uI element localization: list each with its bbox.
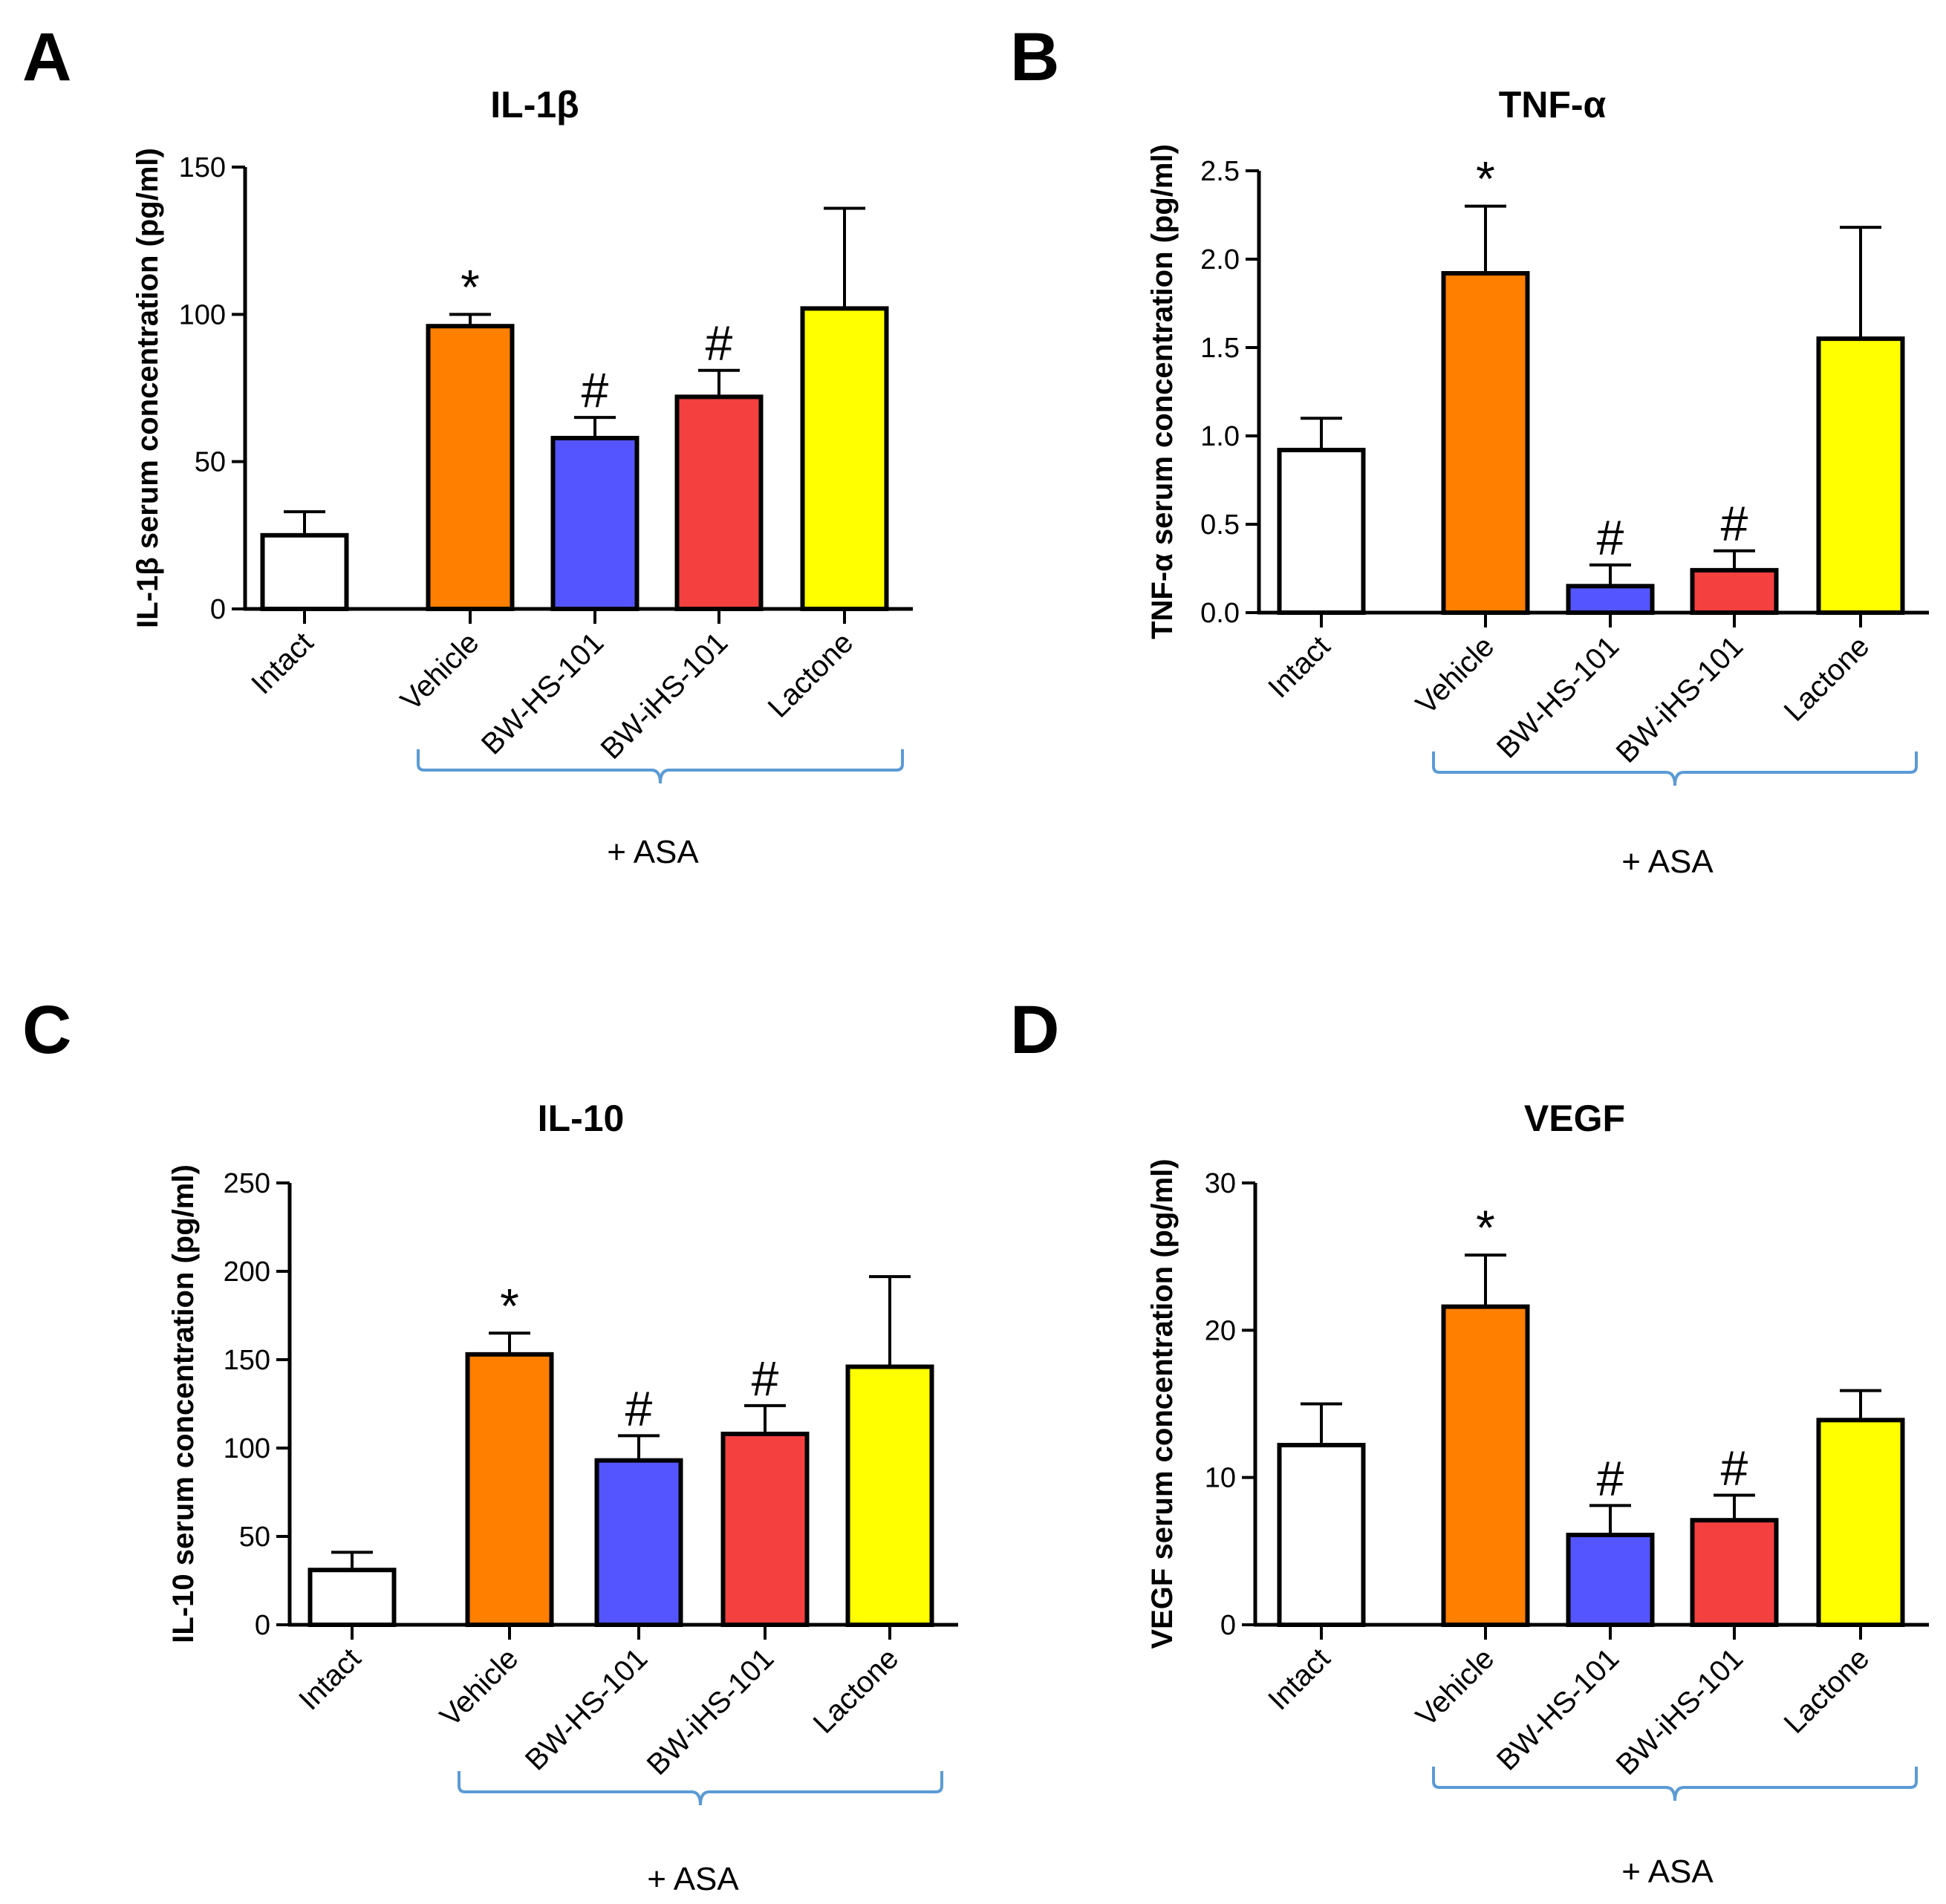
bar-bw-ihs-101 — [720, 1431, 810, 1627]
group-brace — [458, 1771, 943, 1806]
y-axis-label: VEGF serum concentration (pg/ml) — [1146, 1158, 1179, 1649]
significance-mark: # — [1597, 510, 1624, 565]
bar-bw-ihs-101 — [1690, 1518, 1779, 1628]
x-tick-label: BW-HS-101 — [1491, 1642, 1625, 1776]
bar-bw-ihs-101 — [1690, 567, 1779, 616]
bar-intact — [1277, 448, 1366, 615]
bar-bw-ihs-101 — [674, 394, 764, 612]
bar-intact — [1277, 1443, 1366, 1627]
y-tick-label: 100 — [179, 299, 226, 330]
y-axis-label: IL-10 serum concentration (pg/ml) — [167, 1164, 200, 1643]
chart-title: IL-1β — [490, 84, 579, 125]
chart-title: TNF-α — [1499, 84, 1607, 125]
y-tick-label: 1.5 — [1200, 333, 1240, 364]
x-tick-label: Vehicle — [394, 626, 485, 717]
significance-mark: # — [1597, 1450, 1624, 1505]
x-tick-label: BW-iHS-101 — [1610, 630, 1750, 769]
panel-letter: A — [22, 19, 71, 95]
significance-mark: * — [500, 1278, 519, 1333]
group-label: + ASA — [647, 1861, 739, 1897]
chart-panel-b: B TNF-α TNF-α serum concentration (pg/ml) 0… — [1010, 19, 1929, 880]
significance-mark: * — [1476, 151, 1495, 206]
y-tick-label: 0.0 — [1200, 598, 1240, 629]
bar-intact — [260, 532, 349, 611]
group-brace — [1432, 1767, 1918, 1802]
y-tick-label: 250 — [224, 1168, 270, 1199]
x-tick-label: Lactone — [1778, 630, 1876, 728]
x-tick-label: BW-iHS-101 — [595, 626, 735, 766]
y-tick-label: 2.0 — [1200, 244, 1240, 276]
bar-vehicle — [426, 324, 515, 611]
x-tick-label: BW-HS-101 — [475, 626, 610, 760]
bar-vehicle — [1441, 271, 1530, 615]
group-label: + ASA — [1621, 1854, 1714, 1890]
x-tick-label: BW-iHS-101 — [641, 1642, 781, 1781]
y-tick-label: 0 — [1220, 1610, 1236, 1641]
panel-letter: D — [1010, 992, 1059, 1068]
x-tick-label: Lactone — [762, 626, 860, 724]
x-tick-label: Intact — [293, 1642, 367, 1716]
y-tick-label: 100 — [224, 1433, 270, 1464]
x-tick-label: Lactone — [1778, 1642, 1876, 1740]
bar-intact — [307, 1568, 397, 1627]
group-label: + ASA — [1621, 844, 1714, 880]
y-tick-label: 30 — [1205, 1168, 1236, 1199]
x-tick-label: Vehicle — [1410, 1642, 1500, 1732]
significance-mark: # — [625, 1380, 653, 1435]
y-tick-label: 50 — [239, 1522, 270, 1553]
panel-letter: B — [1010, 19, 1059, 95]
significance-mark: # — [582, 362, 609, 417]
x-tick-label: Intact — [245, 626, 319, 700]
y-tick-label: 0.5 — [1200, 509, 1240, 541]
bar-vehicle — [465, 1352, 554, 1627]
bar-bw-hs-101 — [550, 435, 640, 612]
x-tick-label: Intact — [1262, 630, 1336, 704]
x-tick-label: BW-iHS-101 — [1610, 1642, 1750, 1781]
group-brace — [1432, 752, 1918, 786]
significance-mark: * — [1476, 1200, 1495, 1255]
bar-bw-hs-101 — [1566, 584, 1655, 615]
y-tick-label: 150 — [179, 152, 226, 183]
bar-vehicle — [1441, 1304, 1530, 1627]
chart-panel-c: C IL-10 IL-10 serum concentration (pg/ml) 0… — [22, 992, 958, 1897]
bar-lactone — [800, 306, 889, 611]
significance-mark: # — [706, 316, 733, 371]
panel-letter: C — [22, 992, 71, 1068]
significance-mark: # — [752, 1351, 779, 1406]
chart-panel-d: D VEGF VEGF serum concentration (pg/ml) 0 10… — [1010, 992, 1929, 1890]
x-tick-label: Intact — [1262, 1642, 1336, 1716]
group-brace — [417, 749, 904, 784]
bar-bw-hs-101 — [594, 1458, 683, 1628]
y-tick-label: 2.5 — [1200, 156, 1240, 187]
y-tick-label: 150 — [224, 1345, 270, 1376]
y-tick-label: 1.0 — [1200, 421, 1240, 452]
x-tick-label: Vehicle — [1410, 630, 1500, 720]
significance-mark: # — [1721, 496, 1748, 551]
y-tick-label: 10 — [1205, 1463, 1236, 1494]
y-tick-label: 20 — [1205, 1315, 1236, 1346]
bar-lactone — [845, 1364, 934, 1628]
significance-mark: # — [1721, 1440, 1748, 1495]
bar-bw-hs-101 — [1566, 1533, 1655, 1627]
x-tick-label: BW-HS-101 — [519, 1642, 654, 1776]
significance-mark: * — [461, 259, 480, 314]
y-tick-label: 50 — [195, 447, 226, 478]
bar-lactone — [1816, 336, 1905, 615]
y-axis-label: TNF-α serum concentration (pg/ml) — [1146, 144, 1179, 639]
chart-title: VEGF — [1524, 1098, 1625, 1139]
group-label: + ASA — [607, 834, 699, 870]
x-tick-label: Vehicle — [434, 1642, 524, 1732]
x-tick-label: BW-HS-101 — [1491, 630, 1625, 764]
y-tick-label: 200 — [224, 1256, 270, 1288]
x-tick-label: Lactone — [807, 1642, 905, 1740]
chart-title: IL-10 — [538, 1098, 625, 1139]
y-tick-label: 0 — [255, 1610, 270, 1641]
bar-lactone — [1816, 1418, 1905, 1627]
y-axis-label: IL-1β serum concentration (pg/ml) — [131, 148, 164, 628]
chart-panel-a: A IL-1β IL-1β serum concentration (pg/ml) 0… — [22, 19, 913, 870]
y-tick-label: 0 — [210, 594, 226, 625]
